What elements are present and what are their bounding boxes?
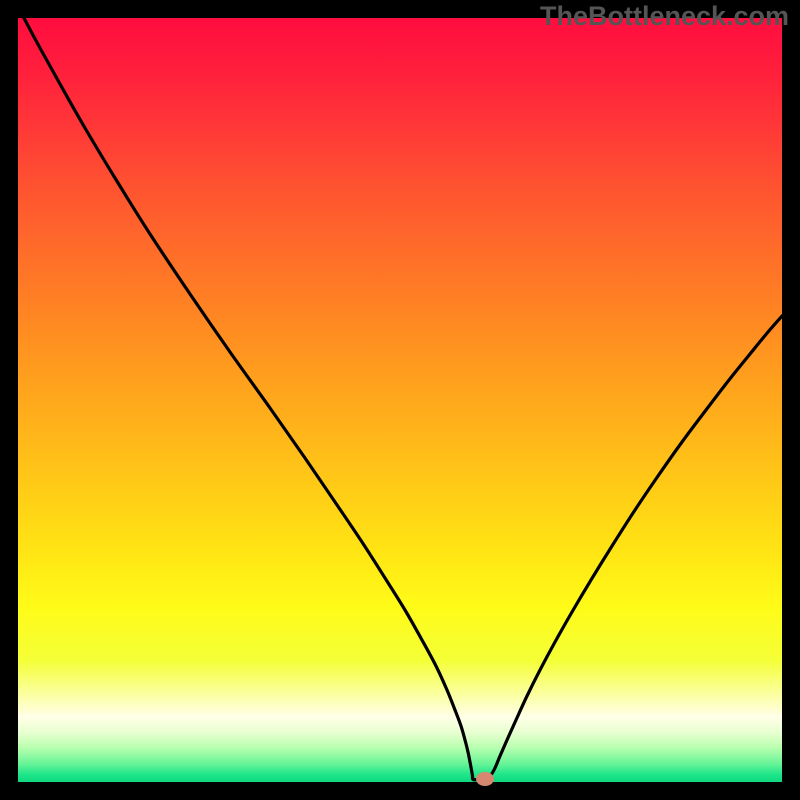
watermark-text: TheBottleneck.com [540, 1, 789, 32]
bottleneck-chart [0, 0, 800, 800]
curve-minimum-marker [476, 772, 494, 786]
plot-background-gradient [18, 18, 782, 782]
